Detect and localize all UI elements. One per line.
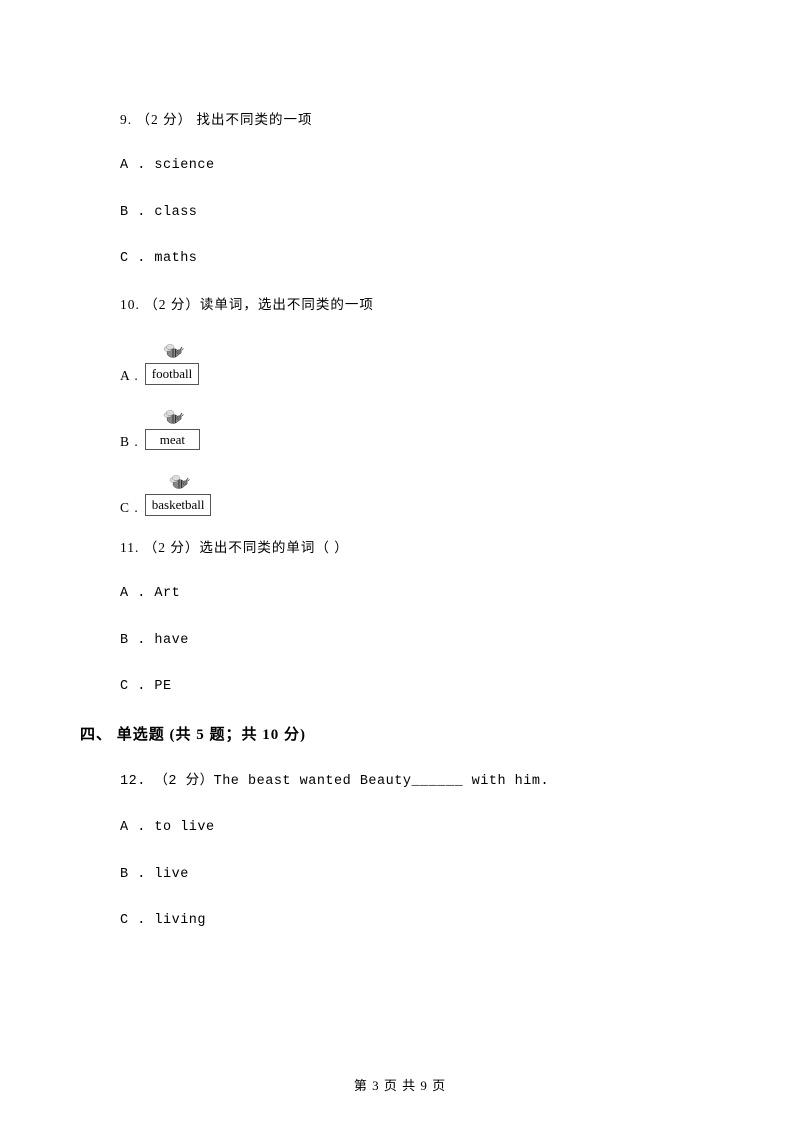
q10-c-label: C . [120, 501, 139, 517]
q9-option-b[interactable]: B . class [120, 203, 720, 223]
q10-option-a[interactable]: A . football [120, 341, 720, 385]
bee-icon [160, 407, 184, 427]
q11-option-c[interactable]: C . PE [120, 677, 720, 697]
bee-icon [166, 472, 190, 492]
q12-option-b[interactable]: B . live [120, 865, 720, 885]
q9-stem: 9. （2 分） 找出不同类的一项 [120, 110, 720, 130]
q12-stem: 12. （2 分）The beast wanted Beauty______ w… [120, 772, 720, 792]
q10-b-word: meat [145, 429, 200, 451]
q11-option-b[interactable]: B . have [120, 631, 720, 651]
page-footer: 第 3 页 共 9 页 [0, 1075, 800, 1094]
q10-option-b[interactable]: B . meat [120, 407, 720, 451]
q10-c-word: basketball [145, 494, 212, 516]
q11-option-a[interactable]: A . Art [120, 584, 720, 604]
q10-option-c[interactable]: C . basketball [120, 472, 720, 516]
q10-c-card: basketball [145, 472, 212, 516]
bee-icon [160, 341, 184, 361]
section-4-title: 四、 单选题 (共 5 题；共 10 分) [80, 723, 720, 744]
q12-option-c[interactable]: C . living [120, 911, 720, 931]
q12-option-a[interactable]: A . to live [120, 818, 720, 838]
q10-stem: 10. （2 分）读单词，选出不同类的一项 [120, 295, 720, 315]
q10-a-card: football [145, 341, 199, 385]
q10-a-label: A . [120, 369, 139, 385]
q10-b-card: meat [145, 407, 200, 451]
q9-option-c[interactable]: C . maths [120, 249, 720, 269]
q9-option-a[interactable]: A . science [120, 156, 720, 176]
q10-a-word: football [145, 363, 199, 385]
q10-b-label: B . [120, 435, 139, 451]
q11-stem: 11. （2 分）选出不同类的单词（ ） [120, 538, 720, 558]
